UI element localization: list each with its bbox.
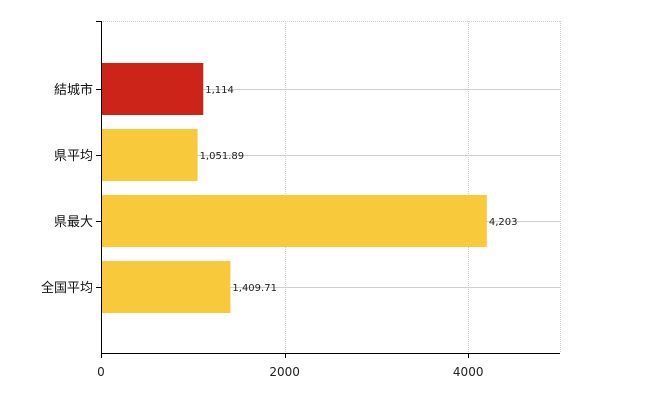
data-label: 1,114 <box>205 85 234 96</box>
bar <box>102 261 231 313</box>
data-label: 4,203 <box>489 217 518 228</box>
bar <box>102 195 487 247</box>
bar <box>102 63 204 115</box>
category-label: 県最大 <box>54 215 93 230</box>
x-tick-label: 2000 <box>269 365 300 379</box>
bar <box>102 129 198 181</box>
data-label: 1,051.89 <box>200 151 245 162</box>
x-tick-label: 0 <box>97 365 105 379</box>
x-tick-label: 4000 <box>453 365 484 379</box>
category-label: 全国平均 <box>41 280 93 296</box>
axes <box>96 21 560 358</box>
bars <box>102 63 487 313</box>
category-label: 県平均 <box>54 149 93 164</box>
data-label: 1,409.71 <box>232 283 277 294</box>
category-label: 結城市 <box>54 82 93 98</box>
